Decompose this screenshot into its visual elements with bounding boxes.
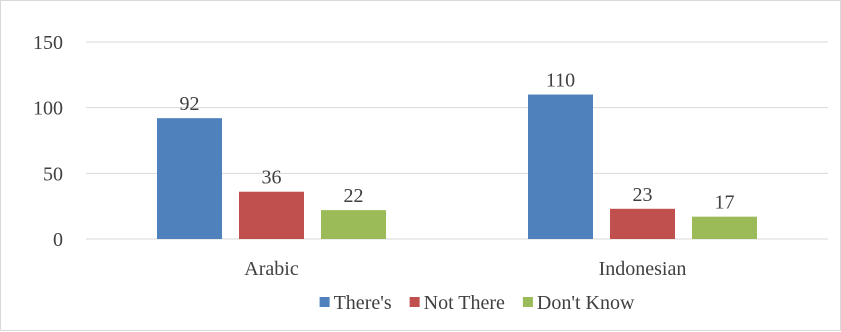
bar bbox=[610, 208, 675, 239]
y-tick-label: 50 bbox=[43, 163, 63, 185]
bar bbox=[692, 216, 757, 239]
data-label: 17 bbox=[715, 192, 735, 214]
data-label: 92 bbox=[180, 93, 200, 115]
data-labels: 92 36 22 110 23 17 bbox=[180, 70, 735, 214]
data-label: 110 bbox=[546, 70, 575, 92]
legend-swatch bbox=[319, 297, 330, 307]
legend: There's Not There Don't Know bbox=[319, 292, 635, 314]
y-tick-label: 0 bbox=[53, 229, 63, 251]
legend-label: There's bbox=[334, 292, 392, 314]
x-category-label: Indonesian bbox=[599, 258, 687, 280]
bar bbox=[321, 210, 386, 239]
y-axis: 0 50 100 150 bbox=[33, 32, 63, 251]
bar bbox=[239, 191, 304, 239]
legend-swatch bbox=[522, 297, 533, 307]
bars bbox=[157, 94, 757, 240]
y-tick-label: 100 bbox=[33, 98, 63, 120]
data-label: 22 bbox=[344, 185, 364, 207]
bar bbox=[528, 94, 593, 240]
x-axis: Arabic Indonesian bbox=[244, 258, 686, 280]
data-label: 36 bbox=[262, 167, 282, 189]
data-label: 23 bbox=[633, 184, 653, 206]
legend-label: Not There bbox=[424, 292, 505, 314]
y-tick-label: 150 bbox=[33, 32, 63, 54]
legend-label: Don't Know bbox=[537, 292, 635, 314]
x-category-label: Arabic bbox=[244, 258, 299, 280]
legend-swatch bbox=[409, 297, 420, 307]
bar bbox=[157, 118, 222, 239]
